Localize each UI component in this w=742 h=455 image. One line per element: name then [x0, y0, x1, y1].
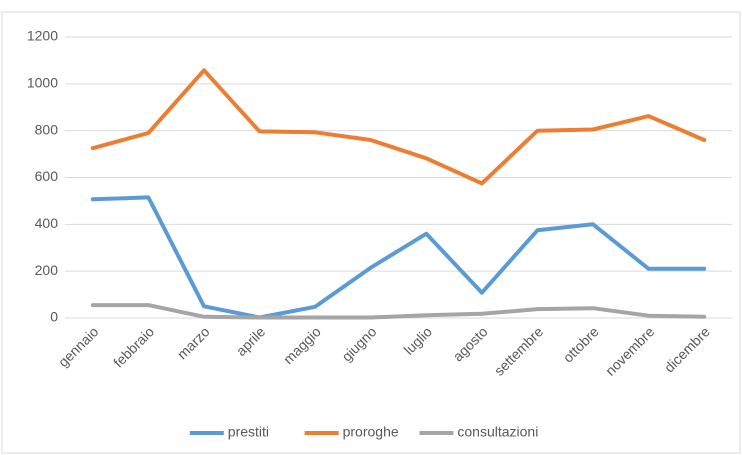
y-tick-label: 600	[35, 168, 59, 184]
line-series	[90, 68, 707, 186]
y-tick-label: 200	[35, 262, 59, 278]
y-tick-label: 1200	[27, 28, 58, 44]
y-tick-label: 0	[50, 309, 58, 325]
y-tick-label: 800	[35, 121, 59, 137]
legend-label: consultazioni	[457, 424, 538, 440]
y-tick-label: 400	[35, 215, 59, 231]
chart-frame	[1, 11, 741, 454]
legend-label: prestiti	[228, 424, 269, 440]
line-series	[90, 303, 707, 320]
line-series	[90, 195, 707, 320]
y-tick-label: 1000	[27, 75, 58, 91]
legend-label: proroghe	[343, 424, 399, 440]
